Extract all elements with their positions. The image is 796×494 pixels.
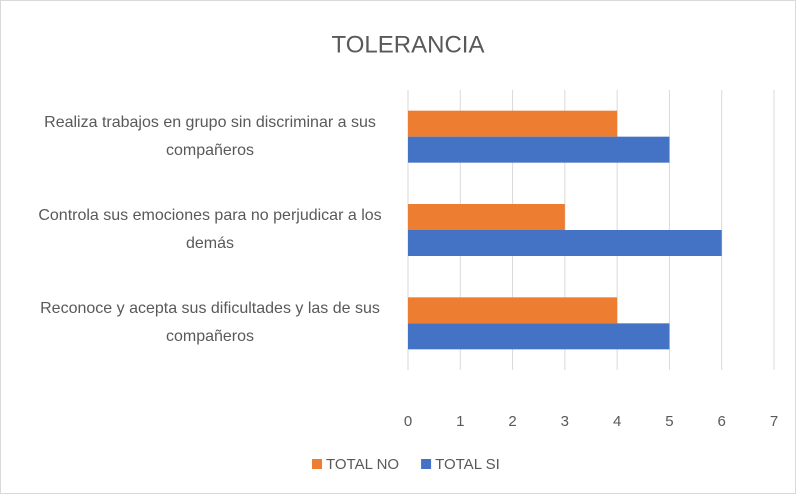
x-tick-label: 5 [665,413,673,430]
x-tick-label: 6 [718,413,726,430]
x-tick-label: 1 [456,413,464,430]
category-label: Realiza trabajos en grupo sin discrimina… [44,113,376,159]
x-tick-label: 2 [508,413,516,430]
x-tick-label: 4 [613,413,621,430]
legend-swatch [312,459,322,469]
legend-label: TOTAL NO [326,456,399,473]
bar [408,136,670,163]
category-label: Controla sus emociones para no perjudica… [38,207,382,252]
bar [408,230,722,256]
legend-label: TOTAL SI [435,456,500,473]
x-tick-label: 0 [404,413,412,430]
bar [408,204,565,230]
x-tick-label: 3 [561,413,569,430]
bar [408,297,618,324]
category-label: Reconoce y acepta sus dificultades y las… [40,300,380,346]
legend-swatch [421,459,432,469]
x-tick-label: 7 [770,413,778,430]
chart-title: TOLERANCIA [332,31,485,58]
bar [408,323,670,350]
bar [408,110,618,137]
